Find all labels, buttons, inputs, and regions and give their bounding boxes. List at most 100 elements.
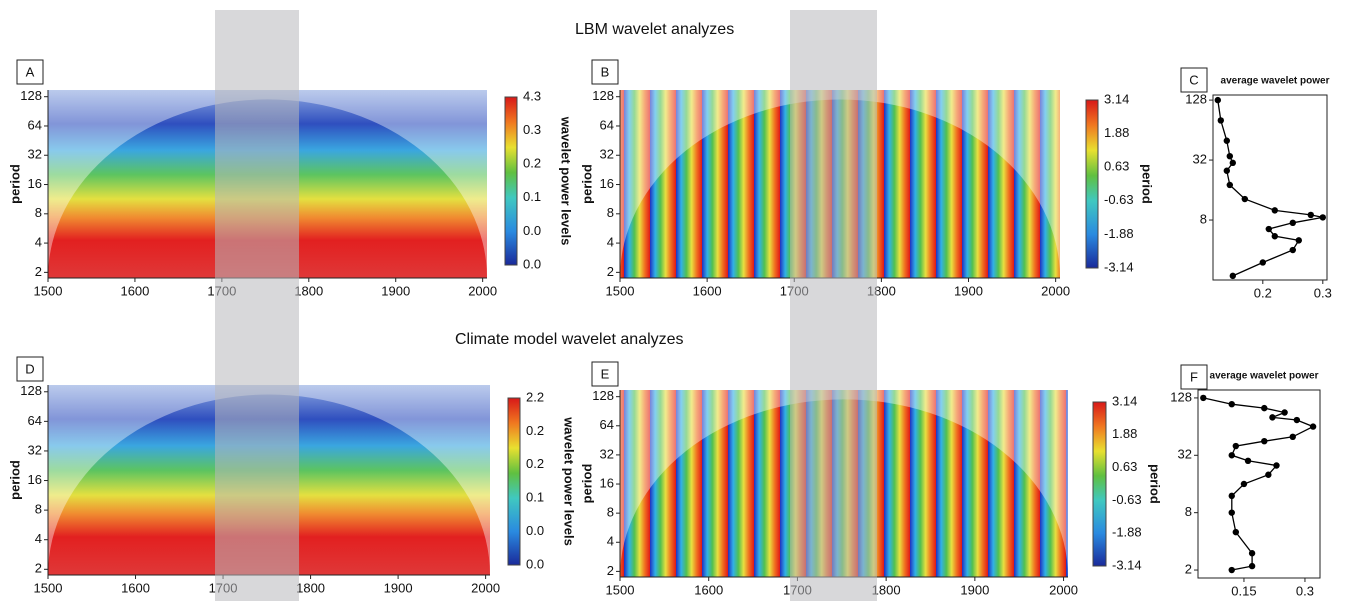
x-tick-label: 1600 [120, 283, 149, 298]
marker [1289, 433, 1296, 441]
x-tick-label: 1800 [296, 580, 325, 595]
marker [1281, 409, 1288, 416]
marker [1228, 492, 1235, 500]
marker [1240, 480, 1248, 488]
colorbar-tick-label: 4.3 [523, 88, 541, 103]
panel-label: F [1190, 369, 1198, 384]
x-tick-label: 1900 [381, 283, 410, 298]
marker [1232, 442, 1240, 450]
y-tick-label: 16 [28, 472, 42, 487]
marker [1295, 237, 1303, 244]
marker [1273, 462, 1280, 469]
line [1217, 100, 1323, 277]
panel-label: C [1189, 72, 1198, 87]
y-tick-label: 32 [28, 147, 42, 162]
colorbar-tick-label: -1.88 [1104, 226, 1134, 241]
y-tick-label: 64 [600, 117, 614, 132]
x-tick-label: 2000 [1041, 283, 1070, 298]
colorbar-tick-label: 0.3 [523, 122, 541, 137]
marker [1271, 207, 1279, 214]
y-tick-label: 16 [600, 475, 614, 490]
marker [1309, 423, 1317, 430]
colorbar-label: wavelet power levels [562, 416, 577, 546]
y-axis-label: period [7, 164, 22, 204]
panel-label: B [601, 64, 610, 79]
marker [1265, 225, 1273, 233]
x-tick-label: 1800 [872, 582, 901, 597]
colorbar-tick-label: 0.2 [523, 156, 541, 171]
x-tick-label: 2000 [471, 580, 500, 595]
y-tick-label: 64 [28, 413, 42, 428]
colorbar-tick-label: 1.88 [1104, 125, 1129, 140]
y-tick-label: 2 [35, 264, 42, 279]
x-tick-label: 1900 [384, 580, 413, 595]
marker [1265, 471, 1272, 478]
y-tick-label: 32 [1193, 152, 1207, 167]
y-tick-label: 8 [607, 205, 614, 220]
y-tick-label: 32 [600, 147, 614, 162]
colorbar-tick-label: -1.88 [1112, 525, 1142, 540]
panel-label-box [16, 356, 44, 382]
y-tick-label: 8 [607, 505, 614, 520]
y-axis-label: period [579, 464, 594, 504]
y-tick-label: 128 [592, 388, 614, 403]
marker [1289, 246, 1297, 254]
highlight-band [790, 10, 877, 601]
colorbar-tick-label: -0.63 [1104, 192, 1134, 207]
y-tick-label: 4 [607, 235, 614, 250]
x-tick-label: 0.3 [1314, 285, 1332, 300]
y-tick-label: 2 [607, 563, 614, 578]
x-tick-label: 0.3 [1296, 583, 1314, 598]
cone-of-influence [620, 90, 1060, 278]
y-tick-label: 128 [1185, 92, 1207, 107]
x-tick-label: 2000 [468, 283, 497, 298]
x-tick-label: 1500 [34, 283, 63, 298]
section-title: Climate model wavelet analyzes [455, 331, 684, 348]
panel-label-box [591, 59, 619, 85]
cone-of-influence [620, 390, 1068, 577]
marker [1228, 566, 1235, 574]
colorbar-tick-label: 0.63 [1112, 459, 1137, 474]
panel-label-box [1180, 67, 1208, 93]
colorbar [504, 96, 518, 266]
plot-frame [1212, 94, 1328, 281]
colorbar-label: period [1148, 464, 1163, 504]
marker [1269, 414, 1276, 421]
highlight-band [215, 10, 299, 601]
y-axis-label: period [579, 164, 594, 204]
colorbar-tick-label: -0.63 [1112, 492, 1142, 507]
marker [1271, 233, 1279, 240]
x-tick-label: 0.2 [1254, 285, 1272, 300]
colorbar-tick-label: 3.14 [1104, 91, 1129, 106]
y-tick-label: 2 [35, 561, 42, 576]
y-tick-label: 128 [592, 88, 614, 103]
marker [1223, 167, 1231, 174]
marker [1214, 96, 1222, 104]
marker [1248, 550, 1256, 557]
x-tick-label: 0.15 [1231, 583, 1256, 598]
y-tick-label: 16 [28, 176, 42, 191]
marker [1229, 159, 1237, 167]
colorbar-tick-label: 0.0 [523, 256, 541, 271]
marker [1248, 562, 1256, 570]
marker [1200, 394, 1207, 402]
marker [1289, 219, 1297, 227]
section-title: LBM wavelet analyzes [575, 21, 734, 38]
x-tick-label: 2000 [1049, 582, 1078, 597]
colorbar-tick-label: -3.14 [1112, 557, 1142, 572]
colorbar-tick-label: -3.14 [1104, 259, 1134, 274]
colorbar-tick-label: 0.0 [526, 556, 544, 571]
colorbar [1085, 99, 1099, 269]
marker [1217, 117, 1225, 124]
y-tick-label: 32 [1178, 447, 1192, 462]
x-tick-label: 1500 [606, 283, 635, 298]
y-tick-label: 4 [607, 534, 614, 549]
y-tick-label: 8 [35, 502, 42, 517]
y-tick-label: 32 [600, 446, 614, 461]
colorbar-tick-label: 0.1 [526, 490, 544, 505]
y-tick-label: 4 [35, 531, 42, 546]
cone-of-influence [48, 385, 490, 575]
marker [1228, 509, 1235, 516]
marker [1259, 259, 1267, 266]
marker [1261, 437, 1268, 445]
